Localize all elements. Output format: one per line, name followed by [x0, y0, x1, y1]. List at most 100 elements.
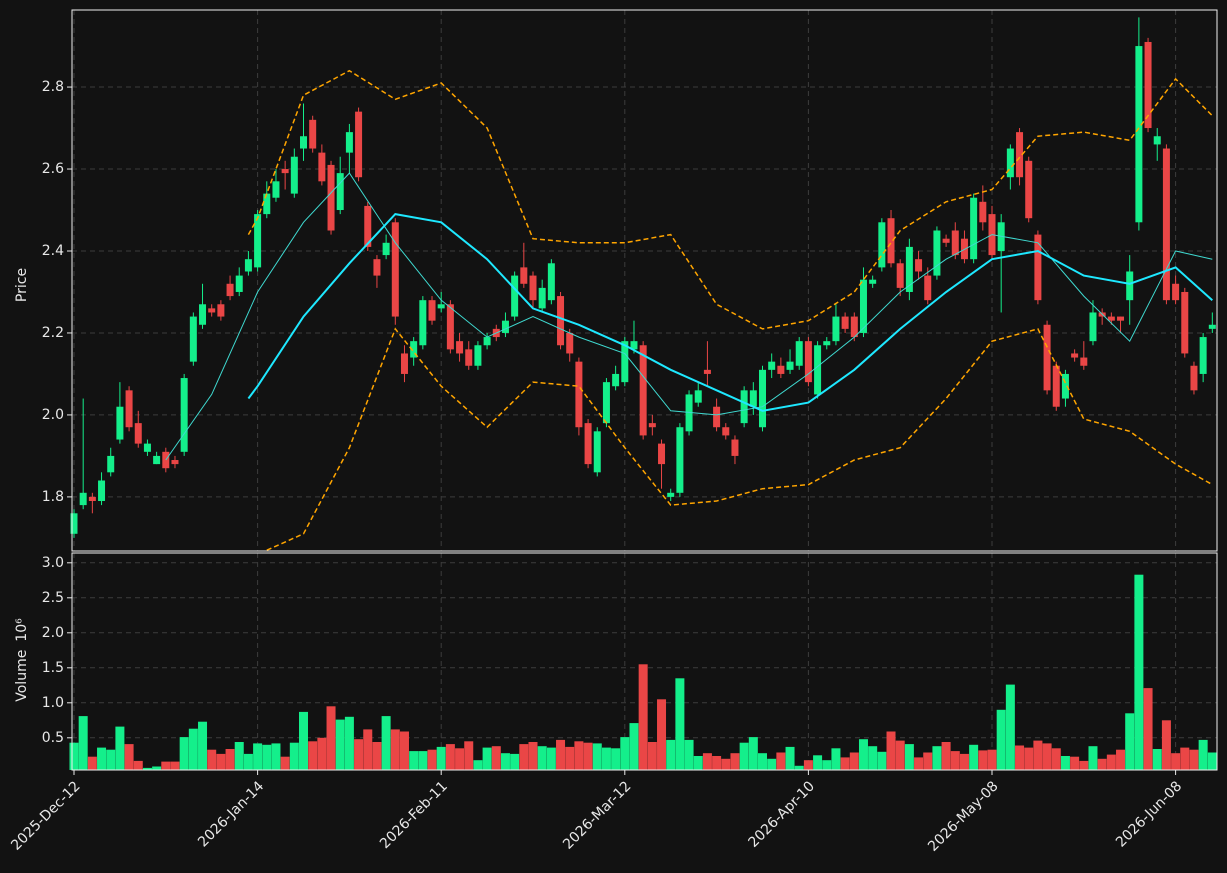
y-tick-label: 2.8 — [42, 79, 64, 95]
volume-bar — [950, 751, 960, 770]
candle-body — [281, 169, 289, 174]
volume-bar — [317, 737, 327, 770]
candle-body — [483, 337, 491, 346]
volume-bar — [877, 751, 887, 770]
volume-bar — [657, 699, 667, 770]
volume-bar — [1198, 739, 1208, 770]
candle-body — [896, 263, 904, 288]
volume-bar — [959, 753, 969, 770]
candle-body — [648, 423, 656, 428]
candle-body — [1061, 373, 1069, 399]
volume-bar — [583, 742, 593, 770]
volume-bar — [556, 739, 566, 770]
candle-body — [905, 246, 913, 292]
overlay-line — [165, 172, 1213, 461]
plot-layer: 1.8 2.0 2.2 2.4 2.6 2.8 0.5 1.0 1.5 2.0 2.5 3.0 2025… — [8, 9, 1218, 855]
volume-bar — [124, 744, 134, 770]
candle-body — [630, 341, 638, 350]
candle-body — [878, 222, 886, 268]
volume-bar — [546, 747, 556, 770]
volume-bar — [491, 746, 501, 770]
candle-body — [400, 353, 408, 374]
candle-body — [722, 427, 730, 436]
candle-body — [208, 308, 216, 313]
candle-body — [336, 173, 344, 211]
candle-body — [1034, 234, 1042, 301]
volume-bar — [289, 742, 299, 770]
volume-bar — [445, 744, 455, 770]
volume-bar — [1180, 747, 1190, 770]
candle-body — [511, 275, 519, 317]
candle-body — [547, 263, 555, 301]
volume-bar — [188, 728, 198, 770]
volume-bar — [702, 753, 712, 770]
volume-bar — [427, 749, 437, 770]
volume-bar — [78, 716, 88, 770]
volume-bar — [638, 664, 648, 770]
candle-body — [832, 316, 840, 342]
candle-body — [263, 193, 271, 215]
volume-bar — [803, 760, 813, 770]
y-tick-label: 1.5 — [42, 660, 64, 676]
x-tick-label: 2026-Apr-10 — [746, 778, 819, 851]
volume-bar — [1051, 748, 1061, 770]
volume-bar — [849, 752, 859, 770]
volume-bar — [629, 723, 639, 770]
volume-bar — [234, 742, 244, 770]
volume-bar — [969, 744, 979, 770]
candle-body — [924, 275, 932, 301]
volume-bar — [721, 758, 731, 770]
candle-body — [410, 341, 418, 358]
candle-body — [107, 455, 115, 473]
candle-body — [254, 214, 262, 268]
x-tick-label: 2026-Jan-14 — [195, 778, 267, 850]
candle-body — [676, 427, 684, 493]
candle-body — [850, 316, 858, 338]
volume-bar — [1171, 753, 1181, 770]
volume-bar — [1143, 688, 1153, 770]
volume-bar — [170, 761, 180, 770]
candle-body — [942, 238, 950, 243]
volume-bar — [914, 757, 924, 770]
volume-bar — [1079, 760, 1089, 770]
candle-body — [437, 304, 445, 309]
volume-bar — [987, 749, 997, 770]
candle-body — [859, 279, 867, 333]
candle-body — [272, 181, 280, 198]
volume-bar — [372, 742, 382, 770]
volume-label: Volume — [14, 650, 30, 702]
candle-body — [584, 423, 592, 465]
candle-body — [134, 423, 142, 444]
candle-body — [639, 345, 647, 436]
volume-bar — [1134, 574, 1144, 770]
y-tick-label: 1.0 — [42, 695, 64, 711]
volume-bar — [941, 742, 951, 770]
volume-bar — [1042, 743, 1052, 770]
candle-body — [841, 316, 849, 329]
volume-axis-label: Volume 10⁶ — [14, 618, 30, 702]
volume-bar — [1125, 713, 1135, 770]
volume-bar — [1189, 749, 1199, 770]
volume-bar — [1088, 746, 1098, 770]
volume-bar — [436, 746, 446, 770]
y-tick-label: 2.0 — [42, 407, 64, 423]
candle-body — [309, 119, 317, 149]
volume-bar — [179, 737, 189, 770]
candle-body — [713, 406, 721, 428]
candle-body — [1107, 316, 1115, 321]
y-tick-label: 3.0 — [42, 555, 64, 571]
volume-bar — [87, 756, 97, 770]
candle-body — [1080, 357, 1088, 366]
volume-bar — [1207, 752, 1217, 770]
candle-body — [1144, 41, 1152, 129]
volume-bar — [262, 744, 272, 770]
volume-bar — [473, 760, 483, 770]
volume-bar — [1106, 754, 1116, 770]
volume-bar — [1070, 756, 1080, 770]
candle-body — [731, 439, 739, 456]
candle-body — [933, 230, 941, 276]
volume-bar — [142, 767, 152, 770]
volume-bar — [528, 742, 538, 770]
volume-bar — [647, 742, 657, 770]
candle-body — [235, 275, 243, 292]
